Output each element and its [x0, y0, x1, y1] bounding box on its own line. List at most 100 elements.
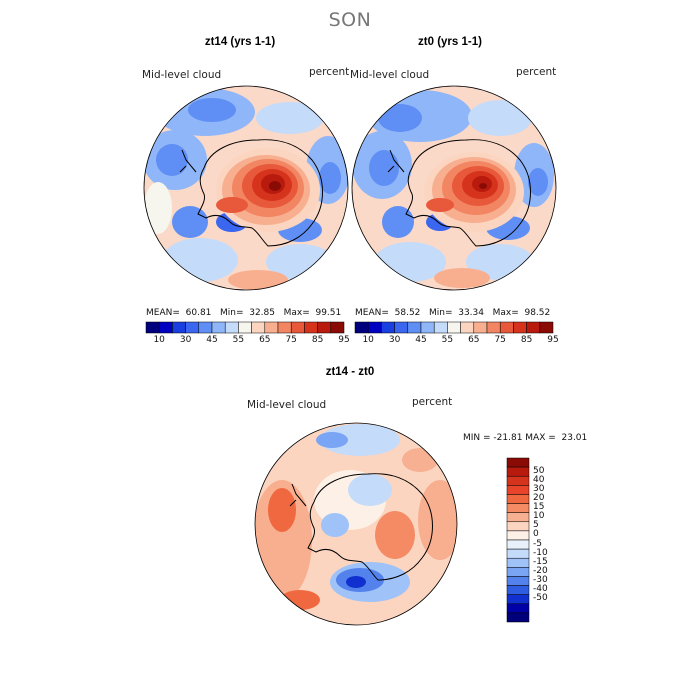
panel-2-colorbar-tick-label: 95: [547, 335, 559, 345]
difference-title: zt14 - zt0: [325, 366, 375, 378]
panel-1-colorbar-swatch: [251, 321, 266, 334]
difference-colorbar-tick-label: -30: [533, 575, 548, 585]
panel-2-colorbar-swatch: [539, 321, 554, 334]
difference-colorbar-swatch: [506, 548, 530, 559]
panel-2-colorbar-swatch: [499, 321, 514, 334]
panel-1-colorbar-tick-label: 55: [232, 335, 245, 345]
figure-title: SON: [328, 9, 372, 31]
panel-2-colorbar-swatch: [486, 321, 501, 334]
difference-colorbar-swatch: [506, 612, 530, 623]
panel-1-colorbar: [145, 321, 345, 334]
panel-1-colorbar-swatch: [317, 321, 332, 334]
difference-colorbar-swatch: [506, 485, 530, 495]
panel-2-stats: MEAN= 58.52 Min= 33.34 Max= 98.52: [355, 308, 550, 318]
difference-colorbar-swatch: [506, 457, 530, 468]
panel-1-colorbar-tick-label: 10: [153, 335, 165, 345]
difference-colorbar-tick-label: 40: [533, 474, 545, 485]
panel-2-max-value: 98.52: [524, 308, 551, 318]
difference-colorbar-tick-label: -15: [533, 556, 548, 567]
panel-2-colorbar-tick-label: 85: [520, 335, 533, 345]
panel-1-colorbar-tick-label: 30: [179, 335, 192, 345]
panel-2-max-label: Max=: [492, 308, 519, 318]
difference-colorbar-tick-label: -40: [533, 584, 548, 595]
panel-1-colorbar-swatch: [145, 321, 160, 334]
panel-1-colorbar-swatch: [158, 321, 173, 334]
panel-1-colorbar-tick-label: 75: [285, 335, 297, 345]
difference-colorbar-swatch: [506, 475, 530, 486]
panel-2-colorbar-swatch: [513, 321, 527, 334]
panel-1-max-value: 99.51: [315, 308, 342, 318]
panel-2-mean-label: MEAN=: [355, 308, 389, 318]
difference-units-label: percent: [412, 396, 453, 408]
panel-1-mean-value: 60.81: [185, 308, 212, 318]
panel-1-colorbar-tick-label: 85: [311, 335, 324, 345]
panel-1-min-value: 32.85: [249, 308, 275, 318]
panel-1-colorbar-swatch: [185, 321, 200, 334]
difference-colorbar-tick-label: -50: [533, 593, 548, 604]
panel-2-colorbar-tick-label: 65: [468, 335, 480, 345]
panel-1-mean-label: MEAN=: [146, 308, 180, 318]
difference-colorbar-swatch: [506, 594, 530, 605]
difference-colorbar-swatch: [506, 530, 530, 541]
panel-2-min-label: Min=: [428, 308, 453, 318]
difference-colorbar-swatch: [506, 576, 530, 586]
difference-colorbar-swatch: [506, 466, 530, 477]
panel-2-title: zt0 (yrs 1-1): [418, 36, 482, 48]
panel-2-colorbar-swatch: [473, 321, 488, 334]
difference-colorbar-tick-label: 30: [533, 483, 545, 494]
panel-2-colorbar-tick-label: 55: [441, 335, 454, 345]
difference-variable-label: Mid-level cloud: [247, 399, 327, 411]
panel-2-colorbar-swatch: [447, 321, 461, 334]
panel-1-colorbar-tick-label: 65: [259, 335, 271, 345]
panel-2-colorbar-swatch: [354, 321, 369, 334]
difference-colorbar-swatch: [506, 567, 530, 577]
difference-colorbar: [506, 457, 530, 623]
panel-2-map: [351, 85, 557, 291]
panel-2-variable-label: Mid-level cloud: [350, 69, 430, 81]
difference-colorbar-tick-label: -10: [533, 547, 548, 558]
panel-1-colorbar-swatch: [290, 321, 305, 334]
panel-2-mean-value: 58.52: [394, 308, 421, 318]
panel-2-colorbar-swatch: [407, 321, 422, 334]
difference-colorbar-swatch: [506, 539, 530, 550]
panel-2-colorbar-swatch: [433, 321, 448, 334]
panel-2-colorbar-swatch: [367, 321, 382, 334]
panel-2-colorbar-swatch: [526, 321, 541, 334]
panel-1-variable-label: Mid-level cloud: [142, 69, 222, 81]
panel-1-colorbar-swatch: [304, 321, 318, 334]
difference-colorbar-tick-label: -5: [533, 538, 542, 549]
panel-1-units-label: percent: [309, 66, 350, 78]
difference-range: MIN = -21.81 MAX = 23.01: [463, 433, 588, 443]
panel-1-map: [143, 85, 349, 291]
panel-1-colorbar-swatch: [172, 321, 186, 334]
panel-1-colorbar-tick-label: 95: [338, 335, 350, 345]
panel-2-colorbar-swatch: [420, 321, 435, 334]
difference-colorbar-tick-label: 5: [533, 520, 539, 531]
difference-colorbar-swatch: [506, 585, 530, 595]
difference-colorbar-tick-label: 0: [533, 529, 539, 540]
panel-1-colorbar-swatch: [264, 321, 279, 334]
panel-2-colorbar: [354, 321, 554, 334]
panel-2-colorbar-swatch: [394, 321, 409, 334]
panel-1-colorbar-swatch: [238, 321, 252, 334]
difference-colorbar-tick-label: -20: [533, 565, 548, 576]
panel-2-units-label: percent: [516, 66, 557, 78]
panel-2-colorbar-tick-label: 10: [362, 335, 374, 345]
difference-colorbar-tick-label: 15: [533, 502, 545, 513]
panel-1-colorbar-swatch: [198, 321, 213, 334]
panel-1-min-label: Min=: [219, 308, 244, 318]
difference-colorbar-swatch: [506, 512, 530, 523]
panel-1-colorbar-swatch: [330, 321, 345, 334]
panel-1-max-label: Max=: [283, 308, 310, 318]
panel-1-colorbar-swatch: [277, 321, 292, 334]
difference-colorbar-swatch: [506, 494, 530, 504]
difference-map: [254, 422, 458, 626]
panel-2-colorbar-swatch: [381, 321, 395, 334]
difference-colorbar-swatch: [506, 603, 530, 614]
panel-2-colorbar-tick-label: 75: [494, 335, 506, 345]
panel-1-colorbar-swatch: [224, 321, 239, 334]
panel-1-colorbar-tick-label: 45: [206, 335, 218, 345]
difference-colorbar-swatch: [506, 557, 530, 568]
panel-2-colorbar-tick-label: 30: [388, 335, 401, 345]
panel-2-min-value: 33.34: [458, 308, 484, 318]
